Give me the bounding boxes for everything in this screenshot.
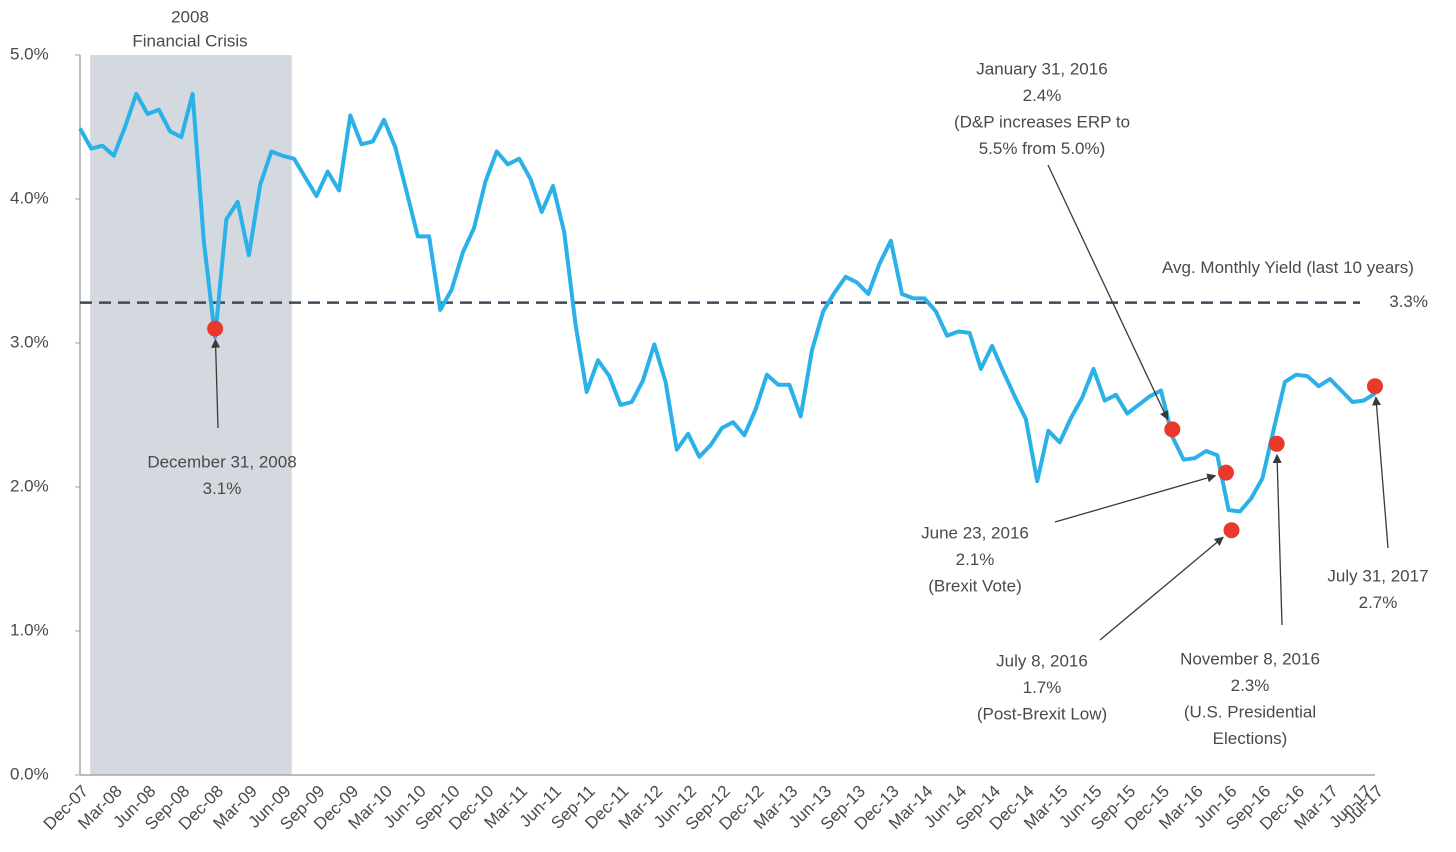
annotation-text: June 23, 2016 — [921, 523, 1029, 542]
annotation-text: (D&P increases ERP to — [954, 112, 1130, 131]
annotation-text: 2.3% — [1231, 676, 1270, 695]
shade-label: Financial Crisis — [132, 31, 247, 50]
annotation-text: January 31, 2016 — [976, 59, 1107, 78]
event-marker — [1268, 435, 1285, 452]
y-tick-label: 0.0% — [10, 764, 49, 783]
annotation-text: (U.S. Presidential — [1184, 702, 1316, 721]
annotation-text: November 8, 2016 — [1180, 649, 1320, 668]
average-label: Avg. Monthly Yield (last 10 years) — [1162, 258, 1414, 277]
y-tick-label: 3.0% — [10, 332, 49, 351]
annotation-arrow — [1047, 164, 1169, 421]
annotation-arrow — [1372, 396, 1389, 549]
annotation-text: (Post-Brexit Low) — [977, 704, 1107, 723]
annotation-text: 2.4% — [1023, 86, 1062, 105]
y-tick-label: 2.0% — [10, 476, 49, 495]
annotation-arrow — [1272, 453, 1283, 626]
event-marker — [1367, 378, 1383, 395]
annotation-text: 3.1% — [203, 479, 242, 498]
yield-line — [78, 91, 1377, 514]
y-tick-label: 5.0% — [10, 44, 49, 63]
shaded-period — [90, 55, 292, 775]
annotation-arrow — [1099, 536, 1224, 641]
annotation-text: (Brexit Vote) — [928, 576, 1022, 595]
average-value-label: 3.3% — [1389, 292, 1428, 311]
event-marker — [207, 320, 224, 337]
annotation-text: Elections) — [1213, 729, 1288, 748]
annotation-text: July 8, 2016 — [996, 651, 1088, 670]
annotation-text: July 31, 2017 — [1327, 566, 1428, 585]
annotation-arrow — [1054, 473, 1217, 523]
event-marker — [1223, 522, 1240, 539]
event-marker — [1217, 464, 1234, 481]
annotation-text: December 31, 2008 — [147, 452, 296, 471]
annotation-arrow — [211, 338, 221, 429]
event-marker — [1164, 421, 1181, 438]
shade-label: 2008 — [171, 7, 209, 26]
annotation-text: 2.7% — [1359, 593, 1398, 612]
annotation-text: 5.5% from 5.0%) — [979, 139, 1106, 158]
y-tick-label: 1.0% — [10, 620, 49, 639]
annotation-text: 1.7% — [1023, 678, 1062, 697]
annotation-text: 2.1% — [956, 550, 995, 569]
y-tick-label: 4.0% — [10, 188, 49, 207]
